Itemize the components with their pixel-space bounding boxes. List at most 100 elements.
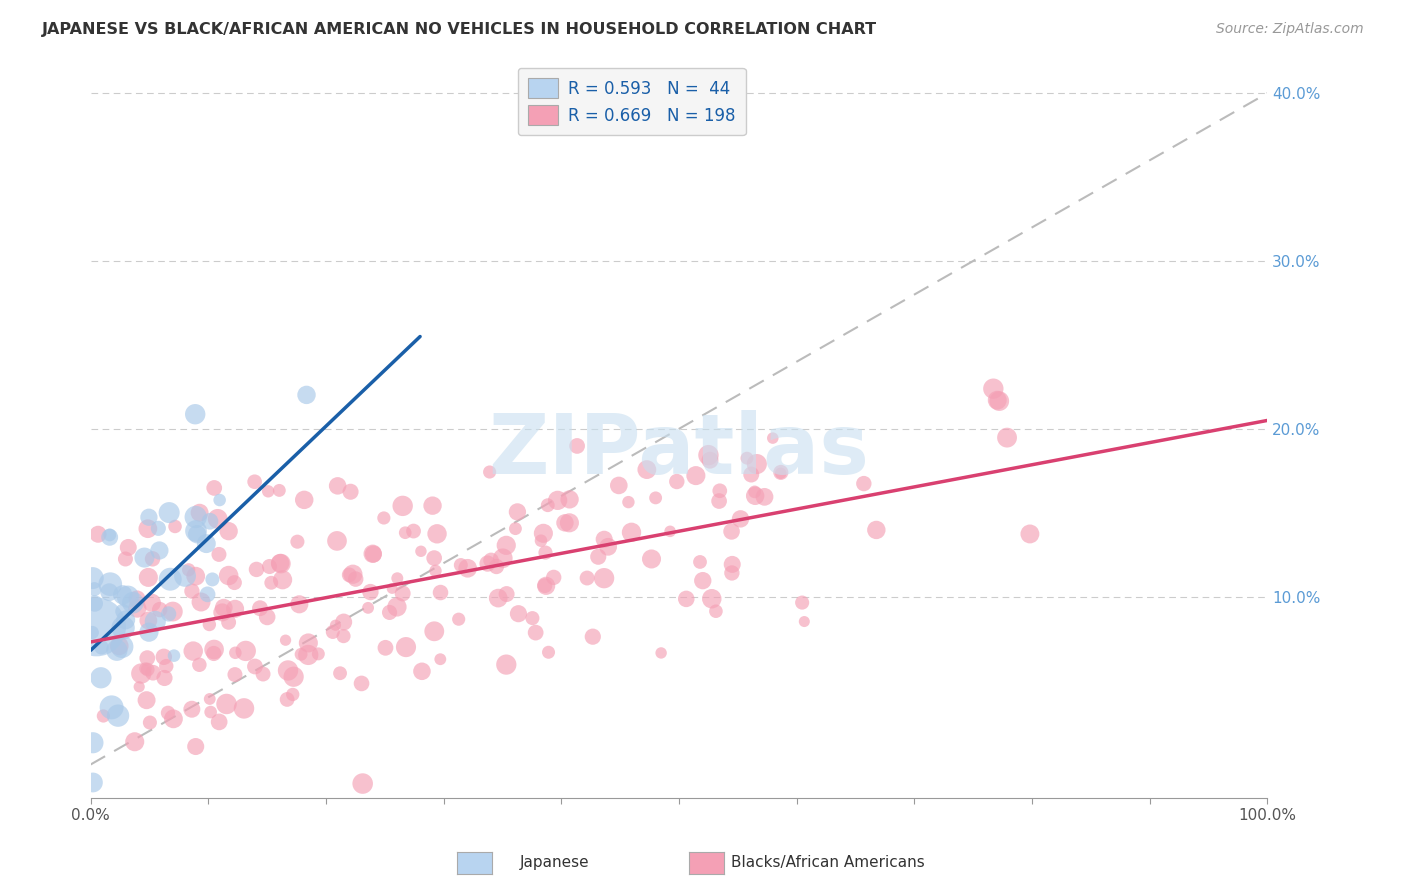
Point [644,491,666,505]
Point [188,506,211,520]
Point [326,479,349,493]
Point [208,493,231,508]
Point [704,604,727,618]
Point [186,527,208,541]
Point [547,493,569,508]
Point [395,640,418,654]
Point [607,478,630,492]
Point [744,489,766,503]
Point [184,569,207,583]
Point [135,693,157,707]
Point [202,481,225,495]
Point [769,466,792,480]
Point [307,647,329,661]
Point [198,692,221,706]
Point [117,590,139,604]
Point [111,640,134,654]
Point [138,570,160,584]
Point [224,602,246,616]
Point [361,547,384,561]
Point [495,538,517,552]
Point [387,571,409,585]
Point [297,636,319,650]
Point [257,484,280,499]
Point [184,739,207,754]
Point [402,524,425,538]
Point [793,615,815,629]
Point [124,735,146,749]
Point [342,567,364,582]
Point [252,667,274,681]
Point [326,533,349,548]
Point [211,606,233,620]
Point [243,475,266,489]
Point [537,645,560,659]
Point [988,394,1011,409]
Point [134,550,156,565]
Point [181,644,204,658]
Point [162,605,184,619]
Point [127,601,149,615]
Point [337,567,360,582]
Point [98,528,121,542]
Point [200,705,222,719]
Point [735,451,758,466]
Point [426,526,449,541]
Point [447,612,470,626]
Point [208,714,231,729]
Point [598,540,620,554]
Point [218,615,240,630]
Point [177,563,200,577]
Point [505,522,527,536]
Point [259,559,281,574]
Point [98,530,121,544]
Point [249,601,271,615]
Point [256,610,278,624]
Point [508,607,530,621]
Point [180,702,202,716]
Point [582,630,605,644]
Point [373,511,395,525]
Point [332,629,354,643]
Point [852,476,875,491]
Point [297,648,319,662]
Point [215,697,238,711]
Point [495,587,517,601]
Point [576,571,599,585]
Point [274,633,297,648]
Point [218,568,240,582]
Point [136,651,159,665]
Point [385,599,408,614]
Point [112,621,135,635]
Point [188,657,211,672]
Text: Blacks/African Americans: Blacks/African Americans [731,855,925,870]
Point [107,708,129,723]
Point [665,475,688,489]
Point [983,382,1005,396]
Point [792,596,814,610]
Point [378,606,401,620]
Point [620,525,643,540]
Point [506,505,529,519]
Point [142,665,165,680]
Point [699,453,721,467]
Point [271,573,294,587]
Point [531,526,554,541]
Point [245,562,267,576]
Point [721,566,744,580]
Point [329,666,352,681]
Point [492,551,515,566]
Point [700,591,723,606]
Point [1019,527,1042,541]
Point [558,492,581,507]
Point [82,775,104,789]
Point [122,596,145,610]
Point [685,468,707,483]
Point [692,574,714,588]
Point [83,597,105,611]
Point [111,604,134,618]
Point [292,492,315,507]
Point [558,516,581,530]
Point [986,393,1008,408]
Point [90,640,112,655]
